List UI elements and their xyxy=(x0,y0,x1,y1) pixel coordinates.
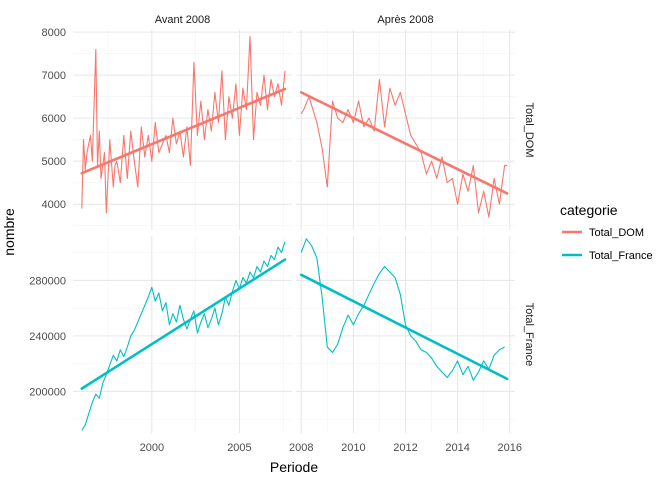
series-line-apr-s-2008-total-dom xyxy=(300,78,508,218)
trend-line-apr-s-2008-total-france xyxy=(299,273,509,381)
y-axis-title: nombre xyxy=(1,208,17,256)
y-tick-label: 280000 xyxy=(29,275,66,287)
legend-label-total-dom: Total_DOM xyxy=(589,227,644,239)
x-tick-label: 2010 xyxy=(341,442,365,454)
trend-line-apr-s-2008-total-dom xyxy=(299,91,509,195)
x-tick-label: 2000 xyxy=(140,442,164,454)
trend-line-avant-2008-total-dom xyxy=(80,87,287,175)
strip-label-total-france: Total_France xyxy=(523,303,535,367)
y-tick-label: 6000 xyxy=(42,113,66,125)
chart-panels: 4000 5000 6000 7000 8000 200000 240000 280000 20… xyxy=(29,27,522,454)
y-tick-label: 7000 xyxy=(42,70,66,82)
y-tick-label: 200000 xyxy=(29,386,66,398)
strip-label-apres-2008: Après 2008 xyxy=(377,14,433,26)
series-line-avant-2008-total-france xyxy=(81,241,286,431)
x-tick-label: 2014 xyxy=(445,442,469,454)
legend-label-total-france: Total_France xyxy=(589,250,653,262)
x-tick-label: 2016 xyxy=(498,442,522,454)
x-axis-title: Periode xyxy=(270,459,318,475)
strip-label-total-dom: Total_DOM xyxy=(523,102,535,157)
series-line-avant-2008-total-dom xyxy=(81,35,286,214)
y-tick-label: 4000 xyxy=(42,199,66,211)
x-tick-label: 2008 xyxy=(289,442,313,454)
x-tick-label: 2005 xyxy=(227,442,251,454)
strip-label-avant-2008: Avant 2008 xyxy=(155,14,210,26)
y-tick-label: 8000 xyxy=(42,27,66,39)
legend-title: categorie xyxy=(560,202,618,218)
x-tick-label: 2012 xyxy=(393,442,417,454)
series-line-apr-s-2008-total-france xyxy=(300,238,505,381)
trend-line-avant-2008-total-france xyxy=(80,258,287,390)
legend: categorie Total_DOM Total_France xyxy=(560,202,653,262)
y-tick-label: 240000 xyxy=(29,331,66,343)
y-tick-label: 5000 xyxy=(42,156,66,168)
